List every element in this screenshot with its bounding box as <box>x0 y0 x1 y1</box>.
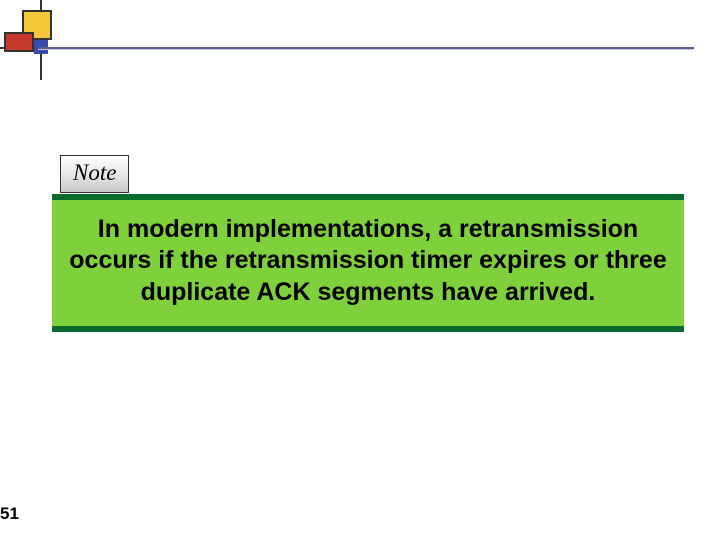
page-number: 51 <box>0 504 19 524</box>
slide: Note In modern implementations, a retran… <box>0 0 720 540</box>
note-label: Note <box>73 160 116 185</box>
note-panel: In modern implementations, a retransmiss… <box>52 194 684 332</box>
corner-logo <box>4 8 76 80</box>
logo-red-square <box>4 32 34 52</box>
header-rule-shadow <box>38 49 694 50</box>
note-text: In modern implementations, a retransmiss… <box>62 214 674 308</box>
note-label-box: Note <box>60 155 129 193</box>
